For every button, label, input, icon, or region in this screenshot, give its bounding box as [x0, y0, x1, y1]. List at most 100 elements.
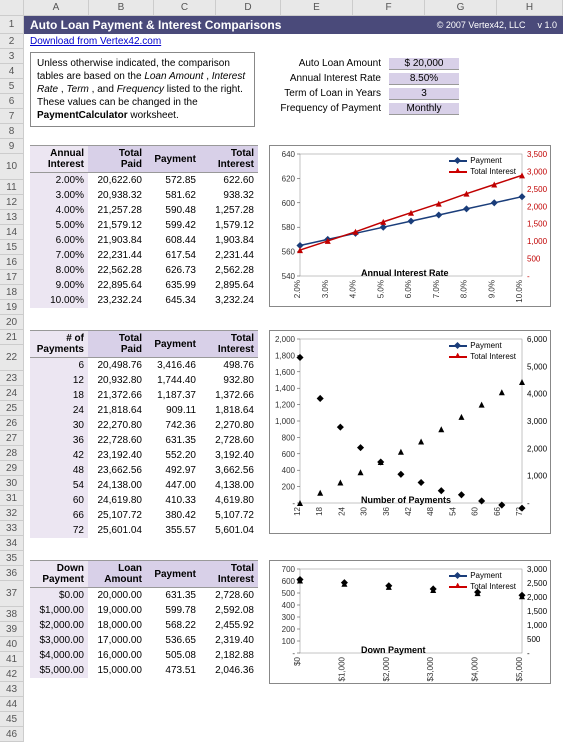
table-cell[interactable]: $1,000.00: [30, 603, 88, 618]
amount-value[interactable]: $ 20,000: [389, 58, 459, 70]
table-cell[interactable]: $4,000.00: [30, 648, 88, 663]
table-cell[interactable]: 19,000.00: [88, 603, 146, 618]
table-cell[interactable]: 22,231.44: [88, 248, 146, 263]
table-cell[interactable]: 599.42: [146, 218, 200, 233]
table-cell[interactable]: 2,319.40: [200, 633, 258, 648]
table-cell[interactable]: 492.97: [146, 463, 200, 478]
table-cell[interactable]: 1,257.28: [200, 203, 258, 218]
table-cell[interactable]: 410.33: [146, 493, 200, 508]
table-cell[interactable]: 22,895.64: [88, 278, 146, 293]
freq-value[interactable]: Monthly: [389, 103, 459, 115]
table-cell[interactable]: 9.00%: [30, 278, 88, 293]
table-cell[interactable]: $2,000.00: [30, 618, 88, 633]
table-cell[interactable]: 599.78: [146, 603, 200, 618]
table-cell[interactable]: 48: [30, 463, 88, 478]
table-cell[interactable]: 1,903.84: [200, 233, 258, 248]
table-cell[interactable]: 36: [30, 433, 88, 448]
table-cell[interactable]: 3,232.24: [200, 293, 258, 308]
table-cell[interactable]: 1,579.12: [200, 218, 258, 233]
table-cell[interactable]: 2,895.64: [200, 278, 258, 293]
table-cell[interactable]: 25,107.72: [88, 508, 146, 523]
table-cell[interactable]: 2,182.88: [200, 648, 258, 663]
table-cell[interactable]: 30: [30, 418, 88, 433]
table-cell[interactable]: 25,601.04: [88, 523, 146, 538]
table-cell[interactable]: 631.35: [146, 588, 200, 603]
table-cell[interactable]: 22,728.60: [88, 433, 146, 448]
table-cell[interactable]: 5,601.04: [200, 523, 258, 538]
table-cell[interactable]: 909.11: [146, 403, 200, 418]
table-cell[interactable]: 72: [30, 523, 88, 538]
table-cell[interactable]: 932.80: [200, 373, 258, 388]
term-value[interactable]: 3: [389, 88, 459, 100]
table-cell[interactable]: 568.22: [146, 618, 200, 633]
table-cell[interactable]: 60: [30, 493, 88, 508]
table-cell[interactable]: 608.44: [146, 233, 200, 248]
table-cell[interactable]: 24,138.00: [88, 478, 146, 493]
table-cell[interactable]: 5,107.72: [200, 508, 258, 523]
table-cell[interactable]: 3.00%: [30, 188, 88, 203]
table-cell[interactable]: 473.51: [146, 663, 200, 678]
table-cell[interactable]: $0.00: [30, 588, 88, 603]
table-cell[interactable]: 1,187.37: [146, 388, 200, 403]
table-cell[interactable]: 22,562.28: [88, 263, 146, 278]
table-cell[interactable]: 66: [30, 508, 88, 523]
table-cell[interactable]: 23,232.24: [88, 293, 146, 308]
table-cell[interactable]: 21,372.66: [88, 388, 146, 403]
table-cell[interactable]: 21,579.12: [88, 218, 146, 233]
table-cell[interactable]: 7.00%: [30, 248, 88, 263]
table-cell[interactable]: 2,562.28: [200, 263, 258, 278]
table-cell[interactable]: 635.99: [146, 278, 200, 293]
table-cell[interactable]: 4,138.00: [200, 478, 258, 493]
table-cell[interactable]: 581.62: [146, 188, 200, 203]
table-cell[interactable]: 5.00%: [30, 218, 88, 233]
table-cell[interactable]: 4,619.80: [200, 493, 258, 508]
table-cell[interactable]: 631.35: [146, 433, 200, 448]
table-cell[interactable]: 18,000.00: [88, 618, 146, 633]
table-cell[interactable]: 2,592.08: [200, 603, 258, 618]
table-cell[interactable]: 2,231.44: [200, 248, 258, 263]
table-cell[interactable]: 21,257.28: [88, 203, 146, 218]
table-cell[interactable]: 23,662.56: [88, 463, 146, 478]
table-cell[interactable]: 2.00%: [30, 173, 88, 188]
table-cell[interactable]: 3,416.46: [146, 358, 200, 373]
table-cell[interactable]: 16,000.00: [88, 648, 146, 663]
table-cell[interactable]: 498.76: [200, 358, 258, 373]
table-cell[interactable]: 20,932.80: [88, 373, 146, 388]
table-cell[interactable]: 21,818.64: [88, 403, 146, 418]
table-cell[interactable]: 2,455.92: [200, 618, 258, 633]
table-cell[interactable]: 2,728.60: [200, 588, 258, 603]
table-cell[interactable]: 645.34: [146, 293, 200, 308]
table-cell[interactable]: 2,046.36: [200, 663, 258, 678]
table-cell[interactable]: 23,192.40: [88, 448, 146, 463]
table-cell[interactable]: 6.00%: [30, 233, 88, 248]
table-cell[interactable]: 20,622.60: [88, 173, 146, 188]
table-cell[interactable]: 54: [30, 478, 88, 493]
table-cell[interactable]: 17,000.00: [88, 633, 146, 648]
table-cell[interactable]: 22,270.80: [88, 418, 146, 433]
table-cell[interactable]: 2,270.80: [200, 418, 258, 433]
table-cell[interactable]: 552.20: [146, 448, 200, 463]
table-cell[interactable]: 505.08: [146, 648, 200, 663]
table-cell[interactable]: 4.00%: [30, 203, 88, 218]
table-cell[interactable]: 1,744.40: [146, 373, 200, 388]
table-cell[interactable]: 8.00%: [30, 263, 88, 278]
table-cell[interactable]: 622.60: [200, 173, 258, 188]
table-cell[interactable]: $5,000.00: [30, 663, 88, 678]
rate-value[interactable]: 8.50%: [389, 73, 459, 85]
table-cell[interactable]: 20,498.76: [88, 358, 146, 373]
table-cell[interactable]: 1,372.66: [200, 388, 258, 403]
table-cell[interactable]: 447.00: [146, 478, 200, 493]
table-cell[interactable]: 572.85: [146, 173, 200, 188]
download-link[interactable]: Download from Vertex42.com: [24, 34, 563, 49]
table-cell[interactable]: 21,903.84: [88, 233, 146, 248]
table-cell[interactable]: 15,000.00: [88, 663, 146, 678]
table-cell[interactable]: 590.48: [146, 203, 200, 218]
table-cell[interactable]: 355.57: [146, 523, 200, 538]
table-cell[interactable]: 938.32: [200, 188, 258, 203]
table-cell[interactable]: 2,728.60: [200, 433, 258, 448]
table-cell[interactable]: 626.73: [146, 263, 200, 278]
table-cell[interactable]: 18: [30, 388, 88, 403]
table-cell[interactable]: 3,662.56: [200, 463, 258, 478]
table-cell[interactable]: 742.36: [146, 418, 200, 433]
table-cell[interactable]: 24: [30, 403, 88, 418]
